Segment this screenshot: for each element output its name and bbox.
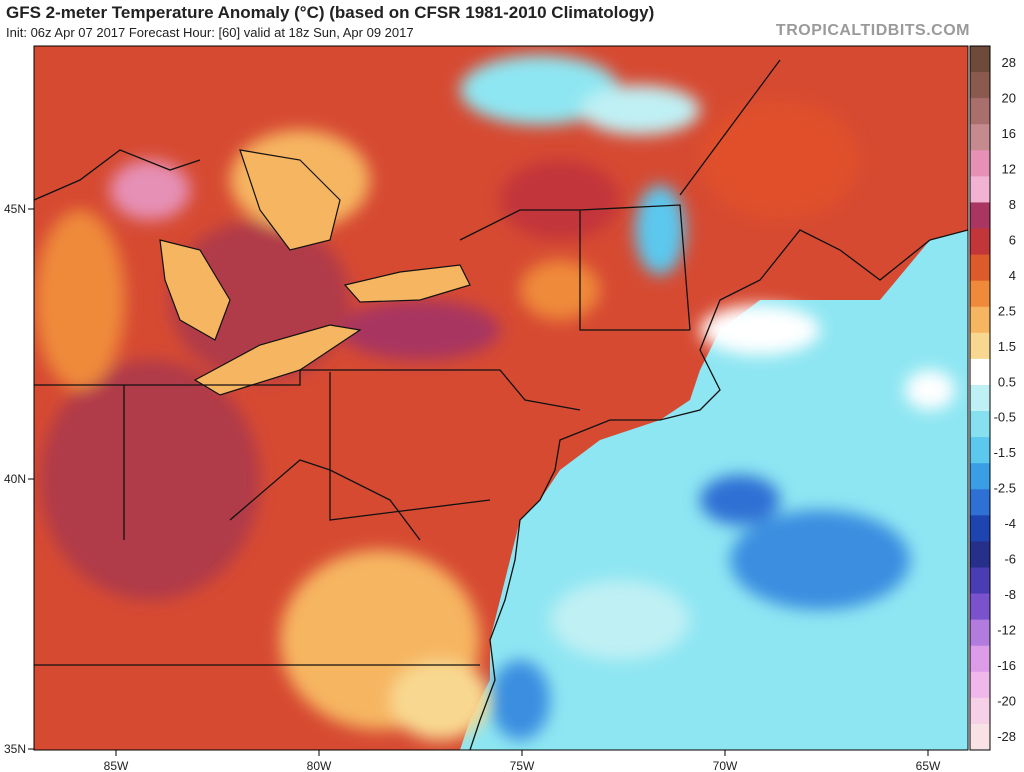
cool-weak: [460, 55, 620, 125]
colorbar-swatch: [970, 593, 990, 621]
state-border: [34, 369, 581, 411]
colorbar-swatch: [970, 46, 990, 73]
map-frame: [33, 45, 969, 751]
colorbar-swatch: [970, 723, 990, 751]
map-subtitle: Init: 06z Apr 07 2017 Forecast Hour: [60…: [6, 25, 414, 40]
lake-huron: [239, 149, 341, 251]
great-lakes: [159, 149, 471, 396]
colorbar-swatch: [970, 306, 990, 334]
colorbar-label: -16: [997, 658, 1016, 673]
colorbar-label: 0.5: [998, 374, 1016, 389]
state-border: [679, 59, 781, 196]
cool-core: [700, 475, 780, 525]
colorbar-label: 1.5: [998, 339, 1016, 354]
brand-watermark: TROPICALTIDBITS.COM: [775, 22, 970, 39]
colorbar-label: -12: [997, 623, 1016, 638]
colorbar-label: -4: [1004, 516, 1016, 531]
colorbar-swatch: [970, 228, 990, 256]
lake-erie: [193, 324, 362, 396]
colorbar-swatch: [970, 124, 990, 151]
cool-weak: [580, 85, 700, 135]
colorbar-swatch: [970, 150, 990, 177]
warm-weak: [390, 660, 490, 740]
colorbar-swatch: [970, 541, 990, 568]
warm-core: [340, 300, 500, 360]
colorbar-swatch: [970, 437, 990, 464]
lat-label: 35N: [4, 742, 26, 756]
colorbar-label: 2.5: [998, 303, 1016, 318]
lon-label: 75W: [510, 759, 535, 772]
colorbar-swatch: [970, 72, 990, 99]
warm: [500, 160, 620, 240]
warm-core: [40, 360, 260, 600]
warm-weak: [35, 210, 125, 390]
colorbar-label: 20: [1002, 90, 1016, 105]
lat-label: 40N: [4, 472, 26, 486]
lon-label: 85W: [104, 759, 129, 772]
colorbar-swatch: [970, 98, 990, 125]
colorbar-swatch: [970, 358, 990, 386]
state-border: [329, 372, 491, 521]
warm: [700, 100, 860, 220]
lat-label: 45N: [4, 202, 26, 216]
state-border: [229, 459, 421, 541]
colorbar-swatch: [970, 254, 990, 282]
coastline: [469, 229, 968, 750]
colorbar-swatches: [969, 45, 991, 751]
colorbar-label: -2.5: [994, 481, 1016, 496]
colorbar-swatch: [970, 463, 990, 490]
colorbar-swatch: [970, 411, 990, 438]
lon-label: 70W: [713, 759, 738, 772]
warm-peak: [110, 160, 190, 220]
lon-label: 65W: [916, 759, 941, 772]
colorbar-label: -20: [997, 694, 1016, 709]
state-border: [579, 210, 690, 331]
colorbar-swatch: [970, 384, 990, 412]
colorbar-swatch: [970, 176, 990, 203]
axis-ticks: [28, 208, 929, 756]
national-border: [34, 149, 201, 201]
colorbar-label: -0.5: [994, 410, 1016, 425]
lake-ontario: [343, 264, 471, 303]
cool-core: [635, 185, 685, 275]
colorbar-label: -8: [1004, 587, 1016, 602]
neutral-zone: [700, 305, 820, 355]
colorbar-label: -28: [997, 729, 1016, 744]
colorbar-label: 28: [1002, 55, 1016, 70]
colorbar-swatch: [970, 489, 990, 516]
cool-weak: [550, 580, 690, 660]
colorbar-swatch: [970, 332, 990, 360]
colorbar-label: -6: [1004, 552, 1016, 567]
cool-core: [490, 660, 550, 740]
state-border: [579, 204, 691, 331]
lake-michigan: [159, 239, 231, 341]
colorbar-label: 4: [1009, 268, 1016, 283]
colorbar-label: 16: [1002, 126, 1016, 141]
map-title: GFS 2-meter Temperature Anomaly (°C) (ba…: [6, 3, 655, 22]
colorbar-swatch: [970, 671, 990, 699]
colorbar-label: -1.5: [994, 445, 1016, 460]
colorbar-frame: [969, 45, 991, 751]
cool-core: [730, 510, 910, 610]
colorbar-swatch: [970, 567, 990, 595]
colorbar-labels: 28 20 16 12 8 6 4 2.5 1.5 0.5 -0.5 -1.5 -2.5 -4 -6 -8 -1…: [994, 55, 1016, 744]
lon-label: 80W: [307, 759, 332, 772]
colorbar-swatch: [970, 697, 990, 725]
national-border: [459, 209, 580, 241]
colorbar-label: 8: [1009, 197, 1016, 212]
colorbar-label: 6: [1009, 232, 1016, 247]
neutral-zone: [905, 370, 955, 410]
colorbar-swatch: [970, 619, 990, 647]
colorbar-label: 12: [1002, 161, 1016, 176]
colorbar-swatch: [970, 280, 990, 308]
colorbar-swatch: [970, 645, 990, 673]
colorbar-swatch: [970, 202, 990, 230]
colorbar-swatch: [970, 515, 990, 542]
